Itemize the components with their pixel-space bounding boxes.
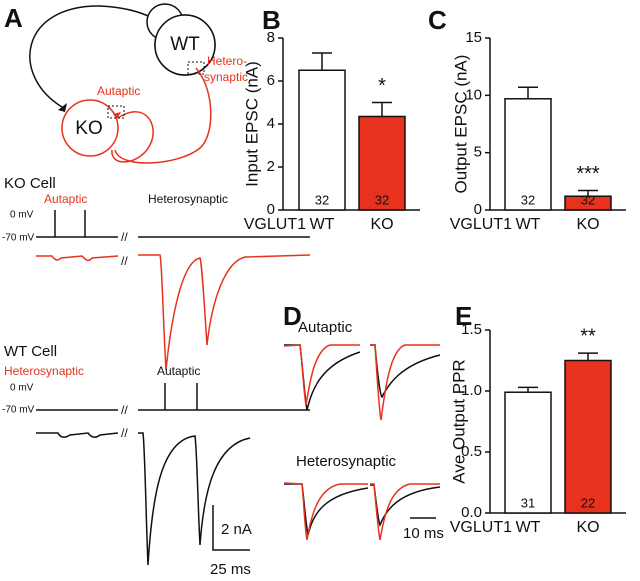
bar bbox=[564, 359, 612, 514]
scale-label: 2 nA bbox=[221, 521, 252, 538]
y-tick-label: 0 bbox=[474, 201, 482, 218]
break-mark: // bbox=[121, 403, 128, 417]
cell-title: KO Cell bbox=[4, 175, 56, 192]
trace-label: Autaptic bbox=[157, 364, 200, 378]
y-axis-label: Ave Output PPR bbox=[449, 359, 468, 483]
n-label: 22 bbox=[581, 495, 595, 510]
y-tick-label: 1.5 bbox=[461, 321, 482, 338]
scale-label: 10 ms bbox=[403, 525, 444, 542]
group-label: VGLUT1 bbox=[450, 519, 512, 536]
voltage-label: -70 mV bbox=[2, 233, 35, 244]
x-tick-label: KO bbox=[576, 519, 599, 536]
panel-letter: D bbox=[283, 301, 302, 331]
y-axis-label: Output EPSC (nA) bbox=[451, 55, 470, 194]
y-tick-label: 6 bbox=[267, 72, 275, 89]
n-label: 32 bbox=[315, 192, 329, 207]
y-tick-label: 0.5 bbox=[461, 443, 482, 460]
n-label: 32 bbox=[581, 192, 595, 207]
n-label: 32 bbox=[375, 192, 389, 207]
panel-letter: E bbox=[455, 301, 472, 331]
y-tick-label: 4 bbox=[267, 115, 275, 132]
scale-bar bbox=[212, 505, 250, 551]
y-tick-label: 1.0 bbox=[461, 382, 482, 399]
significance: * bbox=[378, 75, 386, 97]
voltage-label: 0 mV bbox=[10, 210, 34, 221]
y-axis-label: Input EPSC (nA) bbox=[242, 61, 261, 187]
group-label: VGLUT1 bbox=[450, 216, 512, 233]
circuit-diagram bbox=[29, 3, 216, 164]
break-mark: // bbox=[121, 426, 128, 440]
trace bbox=[138, 432, 251, 566]
bar bbox=[564, 195, 612, 211]
y-tick-label: 0 bbox=[267, 201, 275, 218]
panel-letter: B bbox=[262, 5, 281, 35]
x-tick-label: WT bbox=[516, 519, 541, 536]
bar bbox=[504, 391, 552, 514]
group-label: VGLUT1 bbox=[244, 216, 306, 233]
significance: ** bbox=[580, 325, 596, 347]
overlay-traces bbox=[283, 344, 441, 541]
bar bbox=[298, 69, 346, 211]
y-tick-label: 8 bbox=[267, 29, 275, 46]
trace-label: Heterosynaptic bbox=[4, 364, 84, 378]
ko-label: KO bbox=[75, 118, 102, 139]
y-tick-label: 2 bbox=[267, 158, 275, 175]
trace bbox=[36, 432, 119, 438]
panel-letter: C bbox=[428, 5, 447, 35]
y-tick-label: 0.0 bbox=[461, 504, 482, 521]
y-tick-label: 10 bbox=[465, 86, 482, 103]
bar bbox=[358, 115, 406, 211]
stim-trace bbox=[36, 383, 310, 411]
trace-label: Heterosynaptic bbox=[296, 453, 397, 470]
hetero-label: Hetero- bbox=[207, 54, 247, 68]
autaptic-label: Autaptic bbox=[97, 84, 140, 98]
break-mark: // bbox=[121, 230, 128, 244]
stim-trace bbox=[36, 210, 310, 238]
n-label: 32 bbox=[521, 192, 535, 207]
trace-label: Autaptic bbox=[298, 319, 353, 336]
trace-label: Heterosynaptic bbox=[148, 192, 228, 206]
y-tick-label: 5 bbox=[474, 144, 482, 161]
trace bbox=[138, 254, 311, 371]
n-label: 31 bbox=[521, 495, 535, 510]
x-tick-label: KO bbox=[576, 216, 599, 233]
wt-label: WT bbox=[170, 34, 200, 55]
voltage-label: -70 mV bbox=[2, 405, 35, 416]
significance: *** bbox=[576, 163, 600, 185]
trace bbox=[36, 255, 119, 262]
panel-letter: A bbox=[4, 3, 23, 33]
trace-label: Autaptic bbox=[44, 192, 87, 206]
y-tick-label: 15 bbox=[465, 29, 482, 46]
x-tick-label: KO bbox=[370, 216, 393, 233]
voltage-label: 0 mV bbox=[10, 383, 34, 394]
x-tick-label: WT bbox=[310, 216, 335, 233]
x-tick-label: WT bbox=[516, 216, 541, 233]
hetero-label: synaptic bbox=[204, 70, 248, 84]
cell-title: WT Cell bbox=[4, 343, 57, 360]
break-mark: // bbox=[121, 254, 128, 268]
scale-label: 25 ms bbox=[210, 561, 251, 578]
bar bbox=[504, 98, 552, 211]
